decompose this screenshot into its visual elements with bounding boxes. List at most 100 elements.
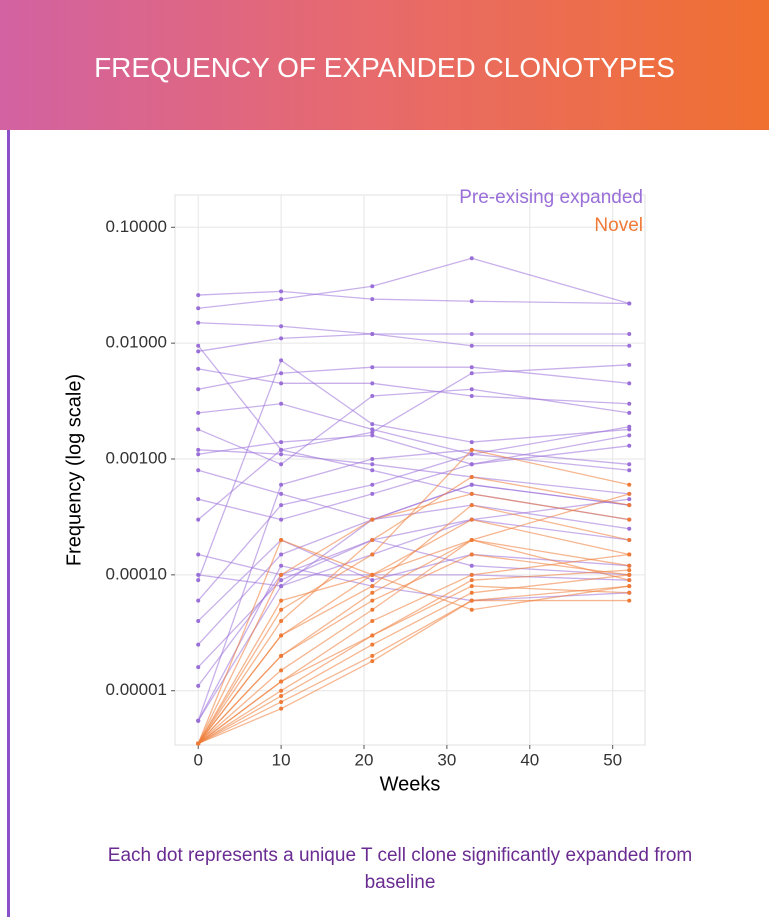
footnote: Each dot represents a unique T cell clon… [107,845,693,893]
x-tick-label: 20 [355,750,374,769]
y-tick-label: 0.10000 [106,217,167,236]
clone-dot [279,633,284,638]
clone-dot [279,289,284,294]
x-tick-label: 50 [603,750,622,769]
clone-dot [196,517,201,522]
clone-dot [469,578,474,583]
clone-dot [469,572,474,577]
clone-dot [279,462,284,467]
clone-dot [196,366,201,371]
clone-dot [469,331,474,336]
clone-dot [627,503,632,508]
clone-dot [370,468,375,473]
clone-dot [627,497,632,502]
clone-dot [469,343,474,348]
clone-dot [627,584,632,589]
y-tick-label: 0.00001 [106,680,167,699]
clone-dot [469,440,474,445]
clone-dot [370,457,375,462]
clone-dot [469,563,474,568]
clone-dot [370,590,375,595]
clone-dot [370,537,375,542]
clone-dot [279,598,284,603]
clone-dot [279,537,284,542]
clone-dot [196,665,201,670]
clone-dot [370,578,375,583]
clone-dot [196,497,201,502]
clone-dot [627,578,632,583]
clone-dot [196,320,201,325]
clone-dot [469,552,474,557]
clone-dot [370,381,375,386]
clone-dot [627,563,632,568]
clone-dot [370,598,375,603]
legend-label: Pre-exising expanded [459,187,643,208]
y-tick-label: 0.00100 [106,448,167,467]
clone-dot [627,443,632,448]
clone-dot [279,447,284,452]
clone-dot [469,474,474,479]
clone-dot [196,552,201,557]
clone-dot [469,491,474,496]
clone-dot [370,607,375,612]
clone-dot [279,503,284,508]
clone-dot [279,607,284,612]
clone-dot [279,584,284,589]
clone-dot [279,699,284,704]
clone-dot [196,447,201,452]
clone-dot [469,452,474,457]
clone-dot [627,362,632,367]
x-tick-label: 10 [272,750,291,769]
clone-dot [196,718,201,723]
clone-dot [370,365,375,370]
header: FREQUENCY OF EXPANDED CLONOTYPES [0,0,769,130]
clone-dot [196,741,201,746]
clone-dot [196,452,201,457]
clone-dot [469,607,474,612]
clone-dot [196,427,201,432]
clone-dot [279,297,284,302]
clone-dot [196,410,201,415]
clone-dot [370,393,375,398]
x-axis-label: Weeks [380,773,441,795]
clone-dot [370,433,375,438]
clone-dot [469,393,474,398]
clone-dot [627,427,632,432]
clone-dot [370,517,375,522]
chart: 0.00001 0.00010 0.00100 0.01000 0.10000 0 10 20… [63,187,646,795]
clone-dot [279,358,284,363]
clone-dot [370,430,375,435]
clone-dot [196,349,201,354]
clone-dot [279,381,284,386]
x-tick-label: 0 [193,750,202,769]
clone-dot [279,401,284,406]
clone-dot [196,683,201,688]
clone-dot [627,381,632,386]
clone-dot [279,706,284,711]
clone-dot [370,422,375,427]
clone-dot [627,598,632,603]
clone-dot [469,365,474,370]
y-tick-label: 0.00010 [106,564,167,583]
clone-dot [469,503,474,508]
clone-dot [627,468,632,473]
clone-dot [627,401,632,406]
clone-dot [469,482,474,487]
clone-dot [469,537,474,542]
page-title: FREQUENCY OF EXPANDED CLONOTYPES [94,52,675,83]
clone-dot [196,642,201,647]
clone-dot [370,633,375,638]
clone-dot [279,668,284,673]
clone-dot [279,324,284,329]
clone-dot [370,584,375,589]
clone-dot [370,427,375,432]
clone-dot [370,284,375,289]
x-tick-label: 30 [437,750,456,769]
clone-dot [469,371,474,376]
clone-dot [279,679,284,684]
clone-dot [370,642,375,647]
y-axis-label: Frequency (log scale) [63,374,85,566]
clone-dot [469,584,474,589]
clone-dot [279,440,284,445]
